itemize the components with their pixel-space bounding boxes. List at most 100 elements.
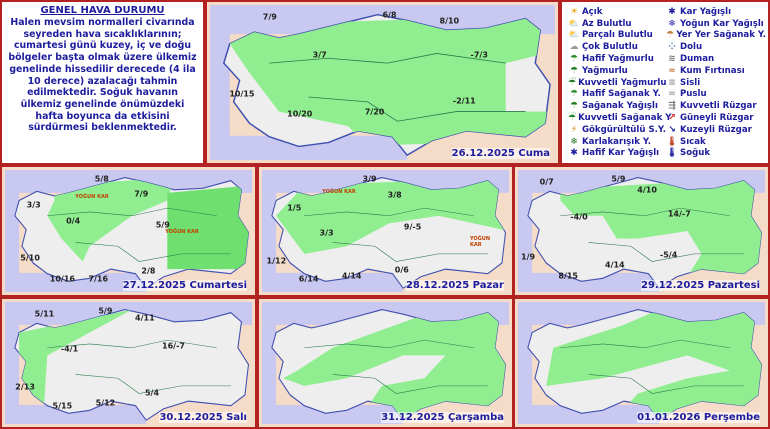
temperature-label: 7/9 bbox=[262, 12, 277, 22]
map-date: 30.12.2025 Salı bbox=[159, 412, 247, 423]
general-forecast-panel: GENEL HAVA DURUMU Halen mevsim normaller… bbox=[0, 0, 205, 165]
precipitation-area bbox=[276, 177, 506, 254]
temperature-label: -4/0 bbox=[570, 212, 588, 222]
legend-label: Yağmurlu bbox=[582, 65, 628, 76]
legend-item: ≈ Kum Fırtınası bbox=[666, 65, 766, 77]
legend-label: Yoğun Kar Yağışlı bbox=[680, 18, 764, 29]
partly-cloudy-icon: ⛅ bbox=[568, 30, 580, 41]
temperature-label: 5/9 bbox=[155, 220, 170, 230]
legend-item: ↘ Kuzeyli Rüzgar bbox=[666, 124, 766, 136]
temperature-label: 3/8 bbox=[387, 190, 402, 200]
heavy-shower-icon: ☔ bbox=[568, 113, 577, 124]
legend-item: ☀ Açık bbox=[568, 6, 666, 18]
mediterranean-sea bbox=[262, 404, 404, 424]
temperature-label: 5/8 bbox=[94, 174, 109, 184]
temperature-label: 7/16 bbox=[88, 274, 109, 284]
legend-label: Kuvvetli Yağmurlu bbox=[578, 77, 667, 88]
legend-label: Duman bbox=[680, 54, 715, 65]
precipitation-area bbox=[560, 177, 762, 277]
forecast-map: 01.01.2026 Perşembe bbox=[513, 297, 770, 429]
legend-item: ☁ Çok Bulutlu bbox=[568, 41, 666, 53]
temperature-label: 5/10 bbox=[20, 253, 40, 263]
temperature-label: 6/8 bbox=[382, 10, 397, 20]
legend-item: ⛅ Parçalı Bulutlu bbox=[568, 30, 666, 42]
legend-item: ⚡ Gökgürültülü S.Y. bbox=[568, 124, 666, 136]
region-border bbox=[47, 207, 217, 217]
temperature-label: 16/-7 bbox=[162, 341, 185, 351]
map-date: 31.12.2025 Çarşamba bbox=[381, 412, 504, 423]
legend-label: Güneyli Rüzgar bbox=[680, 113, 754, 124]
temperature-label: 10/16 bbox=[49, 274, 75, 284]
light-shower-icon: ☂ bbox=[569, 89, 579, 100]
legend-label: Sıcak bbox=[680, 136, 706, 147]
cold-thermometer-icon: 🌡 bbox=[666, 148, 678, 159]
legend-item: ☂ Yer Yer Sağanak Y. bbox=[666, 30, 766, 42]
legend-label: Kum Fırtınası bbox=[680, 65, 745, 76]
mediterranean-sea bbox=[518, 272, 660, 292]
smoke-icon: ≋ bbox=[668, 54, 676, 65]
temperature-label: 7/9 bbox=[134, 189, 149, 199]
precipitation-area bbox=[546, 309, 762, 417]
legend-label: Dolu bbox=[680, 42, 703, 53]
turkey-map bbox=[5, 170, 252, 292]
legend-item: ❄ Yoğun Kar Yağışlı bbox=[666, 18, 766, 30]
forecast-map: 5/8 7/9 3/3 0/4 5/9 5/10 10/16 7/16 2/8 YOĞUN KAR… bbox=[0, 165, 257, 297]
temperature-label: 3/3 bbox=[319, 228, 334, 238]
legend-label: Hafif Sağanak Y. bbox=[582, 89, 661, 100]
region-border bbox=[269, 53, 506, 64]
forecast-map: 7/9 6/8 8/10 3/7 -7/3 10/15 10/20 7/20 -2/11 26.1… bbox=[205, 0, 560, 165]
precipitation-area bbox=[19, 309, 133, 409]
aegean-sea bbox=[5, 324, 20, 424]
turkey-map bbox=[210, 5, 555, 160]
region-border bbox=[75, 242, 231, 262]
temperature-label: 8/15 bbox=[558, 271, 578, 281]
general-forecast-text: Halen mevsim normalleri civarında seyred… bbox=[8, 17, 197, 134]
aegean-sea bbox=[262, 324, 277, 424]
turkey-map bbox=[518, 302, 765, 424]
legend-label: Puslu bbox=[680, 89, 707, 100]
region-border bbox=[588, 242, 744, 262]
aegean-sea bbox=[518, 324, 533, 424]
turkey-land bbox=[14, 309, 250, 421]
temperature-label: 5/9 bbox=[611, 174, 626, 184]
temperature-label: -2/11 bbox=[452, 96, 476, 106]
temperature-label: 0/4 bbox=[66, 216, 81, 226]
temperature-label: 8/10 bbox=[439, 16, 460, 26]
legend-label: Kuzeyli Rüzgar bbox=[680, 124, 752, 135]
strong-wind-icon: ⇶ bbox=[668, 101, 676, 112]
temperature-label: 4/11 bbox=[135, 313, 155, 323]
south-wind-arrow-icon: ↗ bbox=[668, 113, 676, 124]
haze-icon: ∞ bbox=[668, 89, 676, 100]
heavy-snow-label: YOĞUN KAR bbox=[75, 194, 109, 200]
legend-label: Çok Bulutlu bbox=[582, 42, 638, 53]
map-date: 27.12.2025 Cumartesi bbox=[122, 280, 247, 291]
legend-label: Kar Yağışlı bbox=[680, 6, 732, 17]
legend-label: Gökgürültülü S.Y. bbox=[581, 124, 666, 135]
legend-label: Az Bulutlu bbox=[582, 18, 632, 29]
legend-item: ⛅ Az Bulutlu bbox=[568, 18, 666, 30]
temperature-label: 4/14 bbox=[341, 271, 362, 281]
legend-label: Kuvvetli Rüzgar bbox=[680, 101, 757, 112]
heavy-snow-label: YOĞUN KAR bbox=[165, 229, 199, 235]
snow-icon: ✱ bbox=[668, 6, 676, 17]
temperature-label: 1/5 bbox=[287, 203, 302, 213]
heavy-snow-label: YOĞUN KAR bbox=[470, 236, 491, 248]
region-border bbox=[308, 96, 526, 122]
temperature-label: 3/9 bbox=[362, 174, 377, 184]
fog-icon: ≡ bbox=[668, 77, 676, 88]
mediterranean-sea bbox=[5, 272, 147, 292]
legend-item: ✱ Kar Yağışlı bbox=[666, 6, 766, 18]
legend-item: ↗ Güneyli Rüzgar bbox=[666, 112, 766, 124]
legend-label: Sağanak Yağışlı bbox=[582, 101, 658, 112]
hot-thermometer-icon: 🌡 bbox=[666, 136, 678, 147]
forecast-map: 3/9 3/8 1/5 3/3 9/-5 1/12 6/14 4/14 0/6 YOĞUN KAR… bbox=[257, 165, 514, 297]
legend-item: ⁘ Dolu bbox=[666, 41, 766, 53]
legend-item: ❄ Karlakarışık Y. bbox=[568, 136, 666, 148]
legend-item: ✱ Hafif Kar Yağışlı bbox=[568, 148, 666, 160]
hail-icon: ⁘ bbox=[668, 42, 676, 53]
light-rain-icon: ☂ bbox=[569, 54, 579, 65]
map-date: 26.12.2025 Cuma bbox=[451, 148, 550, 159]
legend-item: ☔ Kuvvetli Yağmurlu bbox=[568, 77, 667, 89]
region-border bbox=[332, 242, 488, 262]
mediterranean-sea bbox=[262, 272, 404, 292]
